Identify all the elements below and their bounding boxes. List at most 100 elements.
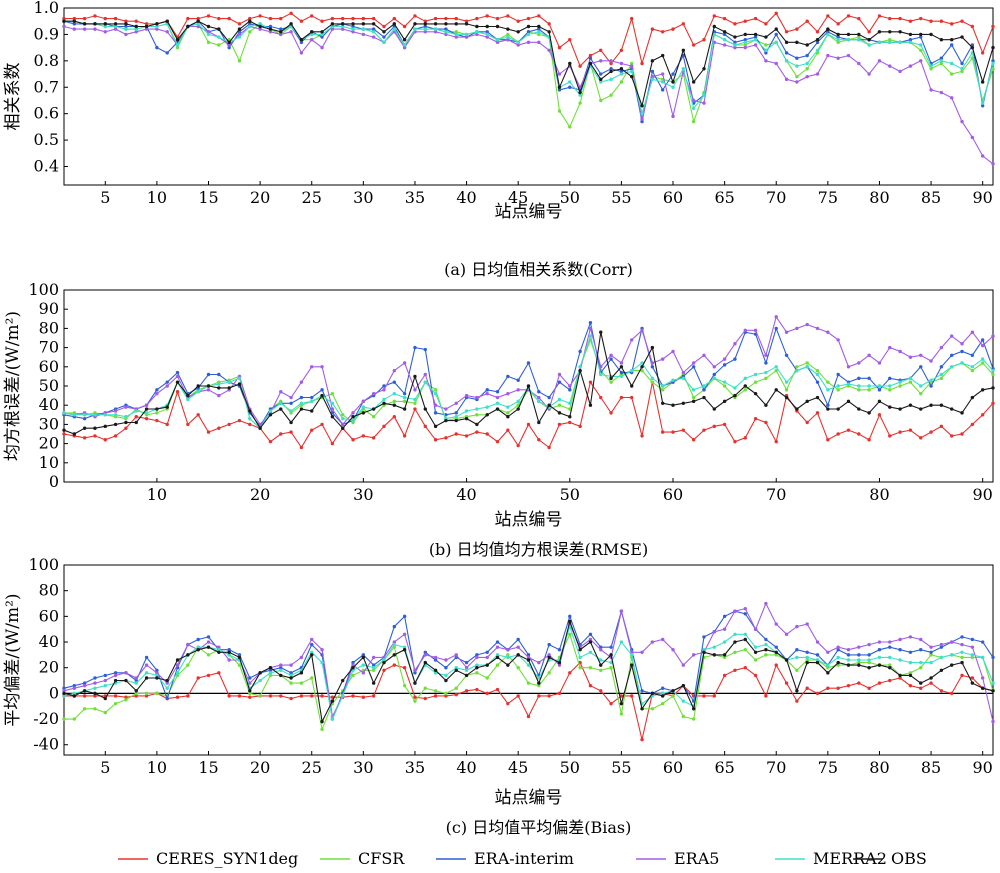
data-point bbox=[970, 330, 975, 334]
data-point bbox=[444, 407, 448, 411]
data-point bbox=[919, 681, 923, 685]
data-point bbox=[310, 395, 314, 400]
data-point bbox=[547, 395, 551, 400]
data-point bbox=[341, 426, 345, 430]
data-point bbox=[144, 24, 149, 29]
data-point bbox=[413, 668, 417, 672]
data-point bbox=[980, 357, 985, 361]
data-point bbox=[733, 342, 737, 346]
data-point bbox=[753, 627, 758, 631]
data-point bbox=[402, 434, 407, 438]
data-point bbox=[547, 671, 551, 675]
data-point bbox=[753, 673, 758, 678]
data-point bbox=[526, 32, 531, 37]
data-point bbox=[93, 434, 97, 438]
data-point bbox=[599, 72, 603, 76]
data-point bbox=[970, 135, 975, 140]
data-point bbox=[495, 24, 500, 29]
data-point bbox=[877, 40, 882, 45]
data-point bbox=[753, 416, 758, 421]
data-point bbox=[774, 27, 778, 31]
data-point bbox=[217, 648, 221, 652]
data-point bbox=[691, 388, 696, 392]
data-point bbox=[537, 24, 541, 29]
data-point bbox=[919, 59, 923, 63]
data-point bbox=[939, 365, 944, 369]
data-point bbox=[155, 24, 159, 29]
data-point bbox=[186, 663, 190, 667]
data-point bbox=[764, 353, 768, 357]
data-point bbox=[144, 676, 149, 680]
data-point bbox=[310, 428, 314, 432]
data-point bbox=[599, 48, 603, 52]
data-point bbox=[908, 403, 913, 407]
data-point bbox=[970, 637, 975, 642]
data-point bbox=[557, 663, 562, 667]
y-tick-label: 40 bbox=[39, 395, 59, 414]
panel-3: 5 10 15 20 25 30 35 40 45 50 55 60 65 70 75 80 85 90 -40 -2… bbox=[3, 555, 995, 837]
data-point bbox=[165, 384, 169, 388]
data-point bbox=[691, 106, 696, 111]
data-point bbox=[836, 372, 840, 377]
data-point bbox=[444, 436, 448, 440]
data-point bbox=[991, 334, 995, 338]
data-point bbox=[175, 658, 180, 662]
data-point bbox=[495, 439, 500, 444]
y-tick-label: 0 bbox=[49, 683, 59, 702]
data-point bbox=[258, 22, 262, 26]
data-point bbox=[712, 14, 716, 18]
series-line bbox=[63, 20, 994, 122]
data-point bbox=[743, 384, 747, 388]
data-point bbox=[444, 658, 448, 662]
data-point bbox=[929, 403, 933, 407]
data-point bbox=[950, 38, 954, 42]
data-point bbox=[113, 16, 118, 21]
data-point bbox=[103, 696, 107, 701]
data-point bbox=[320, 30, 324, 34]
data-point bbox=[960, 655, 964, 660]
data-point bbox=[371, 27, 376, 31]
data-point bbox=[599, 98, 603, 103]
data-point bbox=[217, 650, 221, 654]
data-point bbox=[826, 14, 830, 18]
data-point bbox=[279, 663, 283, 667]
data-point bbox=[537, 438, 541, 442]
data-point bbox=[382, 401, 386, 405]
data-point bbox=[155, 691, 159, 696]
data-point bbox=[671, 694, 675, 698]
data-point bbox=[155, 27, 159, 31]
data-point bbox=[588, 640, 593, 644]
data-point bbox=[836, 40, 840, 45]
data-point bbox=[960, 650, 964, 654]
data-point bbox=[186, 694, 190, 698]
data-point bbox=[206, 430, 211, 434]
data-point bbox=[310, 650, 314, 654]
data-point bbox=[72, 22, 77, 26]
data-point bbox=[568, 671, 572, 675]
data-point bbox=[485, 432, 489, 436]
data-point bbox=[588, 683, 593, 688]
data-point bbox=[815, 72, 820, 76]
data-point bbox=[248, 22, 252, 26]
data-point bbox=[382, 660, 386, 665]
data-point bbox=[258, 422, 262, 427]
data-point bbox=[248, 422, 252, 427]
data-point bbox=[836, 686, 840, 690]
data-point bbox=[258, 27, 262, 31]
data-point bbox=[702, 67, 706, 71]
data-point bbox=[640, 119, 644, 124]
data-point bbox=[568, 388, 572, 392]
data-point bbox=[196, 413, 200, 417]
data-point bbox=[950, 334, 954, 338]
data-point bbox=[454, 35, 458, 39]
y-axis-title: 平均偏差/(W/m²) bbox=[3, 593, 23, 726]
data-point bbox=[826, 30, 830, 34]
data-point bbox=[206, 645, 211, 649]
data-point bbox=[444, 691, 448, 696]
data-point bbox=[299, 681, 304, 685]
data-point bbox=[371, 415, 376, 419]
data-point bbox=[485, 32, 489, 37]
legend-item: CFSR bbox=[320, 849, 405, 868]
data-point bbox=[72, 16, 77, 21]
data-point bbox=[960, 660, 964, 665]
